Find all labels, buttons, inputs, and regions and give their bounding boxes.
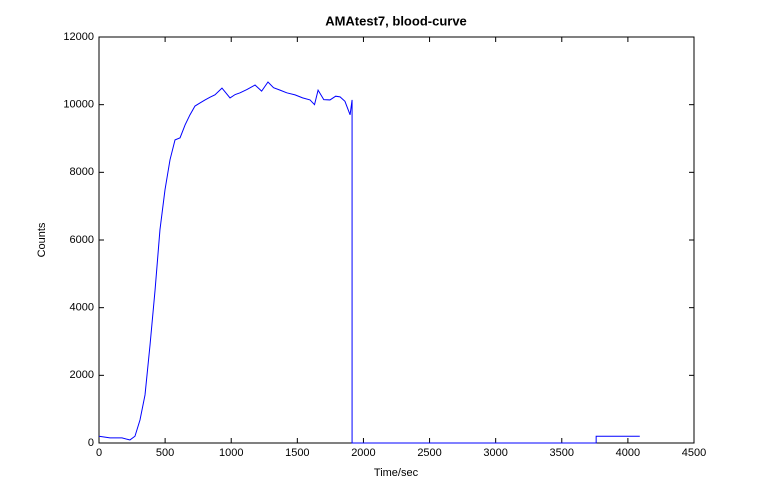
y-tick-label: 10000 [63,99,94,111]
x-axis-label: Time/sec [374,467,419,479]
x-tick-label: 4000 [616,447,640,459]
plot-box [98,36,695,444]
x-tick-label: 4500 [682,447,706,459]
y-tick-label: 2000 [70,369,94,381]
y-tick-label: 0 [88,437,94,449]
x-tick-label: 0 [96,447,102,459]
y-tick-label: 6000 [70,234,94,246]
y-tick-label: 12000 [63,31,94,43]
data-line [98,81,640,444]
x-tick-label: 3500 [550,447,574,459]
x-tick-label: 1000 [219,447,243,459]
x-tick-label: 3000 [483,447,507,459]
chart-title: AMAtest7, blood-curve [325,13,467,28]
y-tick-label: 4000 [70,302,94,314]
y-axis-label: Counts [36,222,48,257]
x-tick-label: 500 [156,447,174,459]
x-tick-label: 2000 [351,447,375,459]
x-tick-label: 1500 [285,447,309,459]
x-tick-label: 2500 [417,447,441,459]
y-tick-label: 8000 [70,166,94,178]
